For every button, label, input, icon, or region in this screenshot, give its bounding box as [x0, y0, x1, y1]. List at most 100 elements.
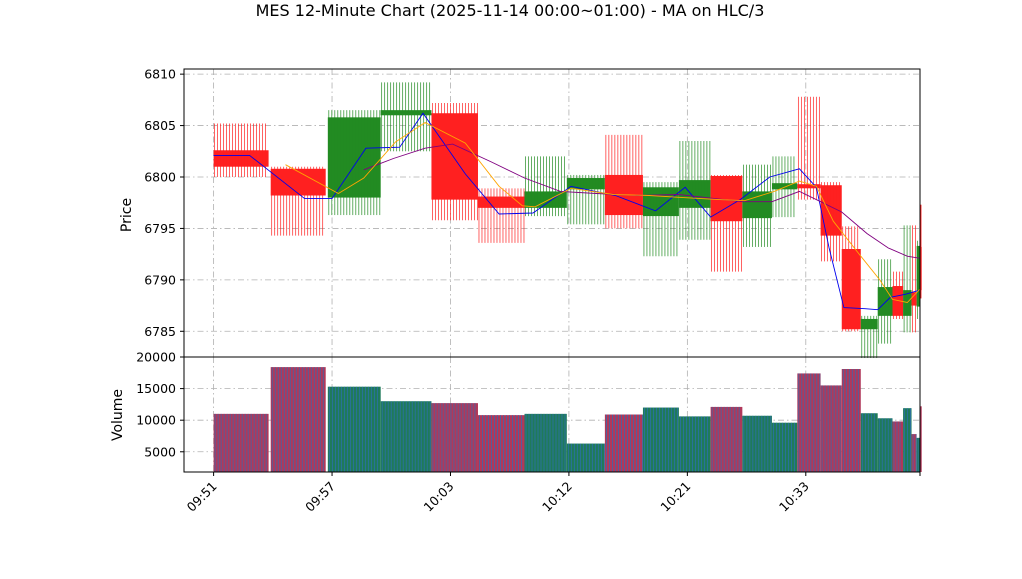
- volume-tick-label: 15000: [136, 381, 176, 396]
- x-tick-label: 10:21: [657, 479, 693, 515]
- volume-bar: [911, 434, 917, 472]
- volume-axis-label: Volume: [110, 389, 126, 441]
- volume-bar: [920, 406, 922, 472]
- price-axis-label: Price: [119, 198, 135, 232]
- volume-bar-down: [892, 421, 904, 472]
- candle-body: [797, 184, 821, 189]
- candle-body: [877, 287, 893, 316]
- candle-down: [213, 123, 269, 177]
- volume-tick-label: 10000: [136, 413, 176, 428]
- volume-tick-label: 20000: [136, 350, 176, 365]
- chart-title: MES 12-Minute Chart (2025-11-14 00:00~01…: [256, 1, 765, 20]
- candle-body: [477, 196, 525, 208]
- candle-up: [327, 110, 381, 216]
- price-axes-frame: [183, 68, 921, 358]
- candle-down: [841, 226, 861, 332]
- volume-bar-up: [877, 418, 893, 472]
- volume-bar: [566, 443, 605, 472]
- volume-bar-up: [742, 415, 772, 472]
- volume-bar-down: [270, 367, 326, 472]
- candle-down: [920, 204, 922, 299]
- volume-bar-up: [903, 408, 912, 472]
- price-gridlines: [184, 69, 921, 357]
- volume-bar: [477, 415, 525, 472]
- volume-bar-up: [524, 413, 567, 472]
- volume-bar-down: [431, 403, 478, 472]
- volume-bar-down: [820, 385, 842, 472]
- volume-bar-down: [477, 415, 525, 472]
- volume-bar: [431, 403, 478, 472]
- volume-bar-down: [797, 373, 821, 472]
- volume-bar-up: [860, 413, 878, 472]
- candle-body: [327, 117, 381, 198]
- candle-down: [270, 166, 326, 236]
- volume-y-axis: 5000 10000 15000 20000: [136, 350, 184, 459]
- volume-bar: [327, 386, 381, 472]
- volume-bar: [270, 367, 326, 472]
- volume-bar-up: [642, 407, 679, 472]
- price-y-axis: 6785 6790 6795 6800 6805 6810: [144, 67, 184, 339]
- ma-slow-line: [363, 143, 921, 259]
- candle-body: [380, 110, 432, 116]
- volume-bar-down: [710, 406, 743, 472]
- candle-body: [431, 113, 478, 200]
- candle-up: [566, 174, 605, 225]
- volume-axes-frame: [183, 356, 921, 473]
- price-tick-label: 6790: [144, 272, 176, 287]
- price-candles: [213, 82, 922, 359]
- volume-bar: [860, 413, 878, 472]
- candle-up: [742, 164, 772, 247]
- volume-bar-down: [911, 434, 917, 472]
- volume-bar-up: [327, 386, 381, 472]
- volume-bar: [797, 373, 821, 472]
- candle-body: [860, 318, 878, 330]
- candle-body: [841, 249, 861, 330]
- candle-body: [642, 187, 679, 217]
- x-tick-label: 10:03: [421, 479, 457, 515]
- volume-bar: [604, 414, 643, 472]
- candle-down: [911, 225, 917, 333]
- candle-up: [916, 240, 920, 319]
- price-tick-label: 6800: [144, 170, 176, 185]
- candle-down: [431, 102, 478, 221]
- candle-down: [604, 134, 643, 229]
- candle-down: [710, 174, 743, 272]
- volume-bar-up: [916, 437, 920, 472]
- volume-bar-up: [678, 416, 711, 472]
- time-x-axis: 09:51 09:57 10:03 10:12 10:21 10:33: [184, 472, 921, 515]
- x-tick-label: 09:57: [302, 479, 338, 515]
- x-tick-label: 09:51: [184, 479, 220, 515]
- ma-mid-line: [285, 121, 921, 303]
- candle-down: [477, 188, 525, 243]
- candle-up: [380, 82, 432, 152]
- volume-tick-label: 5000: [144, 444, 176, 459]
- price-tick-label: 6810: [144, 67, 176, 82]
- x-tick-label: 10:12: [539, 479, 575, 515]
- volume-bar-down: [920, 406, 922, 472]
- price-tick-label: 6785: [144, 324, 176, 339]
- ma-fast-line: [213, 112, 921, 311]
- volume-bar-down: [604, 414, 643, 472]
- volume-bar-down: [841, 369, 861, 472]
- volume-bar: [892, 421, 904, 472]
- candle-body: [911, 292, 917, 306]
- price-tick-label: 6805: [144, 118, 176, 133]
- candle-body: [213, 150, 269, 167]
- volume-bar: [742, 415, 772, 472]
- candle-up: [860, 315, 878, 359]
- candle-up: [642, 182, 679, 257]
- volume-bar: [213, 413, 269, 472]
- volume-bar: [678, 416, 711, 472]
- candle-up: [903, 225, 912, 333]
- candle-up: [678, 141, 711, 240]
- volume-bar-up: [566, 443, 605, 472]
- moving-average-lines: [213, 112, 921, 311]
- volume-bar: [710, 406, 743, 472]
- volume-bar: [642, 407, 679, 472]
- x-tick-label: 10:33: [776, 479, 812, 515]
- volume-bar-up: [380, 401, 432, 472]
- candle-down: [797, 96, 821, 200]
- volume-bar-down: [213, 413, 269, 472]
